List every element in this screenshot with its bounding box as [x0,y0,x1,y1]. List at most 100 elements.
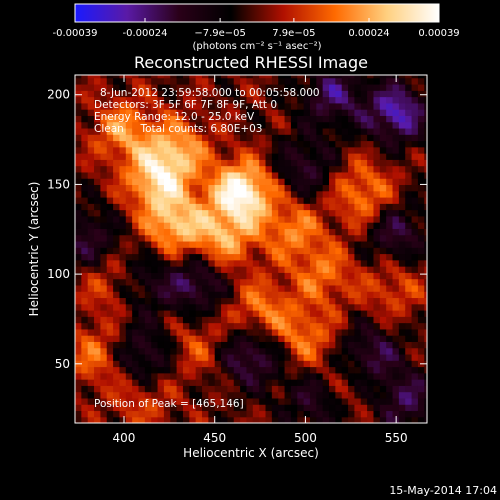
heatmap-cell [202,83,209,91]
heatmap-cell [278,366,286,374]
heatmap-cell [132,259,140,267]
heatmap-cell [424,96,427,104]
heatmap-cell [411,404,419,412]
heatmap-cell [100,266,108,273]
heatmap-cell [309,178,317,186]
heatmap-cell [354,75,362,79]
heatmap-cell [392,347,400,355]
heatmap-cell [94,102,101,110]
heatmap-cell [417,416,425,423]
heatmap-cell [322,360,330,368]
heatmap-cell [252,215,260,223]
heatmap-cell [303,259,311,267]
heatmap-cell [252,253,260,261]
heatmap-cell [411,347,419,355]
heatmap-cell [240,291,248,299]
heatmap-cell [303,416,311,423]
heatmap-cell [309,372,317,380]
heatmap-cell [379,127,387,135]
heatmap-cell [265,247,273,255]
heatmap-cell [132,278,140,286]
heatmap-cell [233,416,241,423]
heatmap-cell [87,322,95,330]
heatmap-cell [405,416,413,423]
heatmap-cell [132,234,140,242]
heatmap-cell [106,303,114,311]
heatmap-cell [367,96,375,104]
heatmap-cell [297,115,305,123]
heatmap-cell [214,115,222,123]
heatmap-cell [170,171,178,179]
heatmap-cell [392,291,400,299]
heatmap-cell [81,404,89,412]
heatmap-cell [75,77,82,85]
heatmap-cell [303,134,311,142]
heatmap-cell [144,190,152,198]
heatmap-cell [170,291,178,299]
heatmap-cell [202,266,209,273]
heatmap-cell [303,90,311,98]
heatmap-cell [106,253,114,261]
heatmap-cell [297,159,305,167]
heatmap-cell [246,316,254,324]
heatmap-cell [106,121,114,129]
heatmap-cell [354,203,362,211]
heatmap-cell [284,366,292,374]
heatmap-cell [386,253,394,261]
heatmap-cell [386,297,394,305]
heatmap-cell [341,77,349,85]
heatmap-cell [81,341,89,349]
heatmap-cell [290,140,298,148]
heatmap-cell [233,366,241,374]
heatmap-cell [221,102,229,110]
heatmap-cell [354,109,362,116]
heatmap-cell [233,303,241,311]
heatmap-cell [354,153,362,160]
heatmap-cell [195,234,203,242]
heatmap-cell [163,102,171,110]
heatmap-cell [208,184,216,192]
heatmap-cell [170,416,178,423]
heatmap-cell [170,360,178,368]
heatmap-cell [411,115,419,123]
heatmap-cell [119,203,127,211]
heatmap-cell [309,203,317,211]
heatmap-cell [252,75,260,79]
heatmap-cell [341,259,349,267]
heatmap-cell [354,353,362,361]
heatmap-cell [309,410,317,418]
heatmap-cell [341,109,349,116]
heatmap-cell [367,303,375,311]
heatmap-cell [170,284,178,292]
y-tick-label: 50 [55,357,70,371]
heatmap-cell [373,234,381,242]
heatmap-cell [151,379,159,386]
heatmap-cell [373,90,381,98]
heatmap-cell [360,146,368,154]
heatmap-cell [379,165,387,173]
heatmap-cell [202,102,209,110]
heatmap-cell [195,153,203,160]
heatmap-cell [100,322,108,330]
heatmap-cell [354,366,362,374]
heatmap-cell [265,75,273,79]
heatmap-cell [227,335,235,342]
heatmap-cell [208,215,216,223]
heatmap-cell [163,190,171,198]
heatmap-cell [81,366,89,374]
heatmap-cell [405,196,413,204]
heatmap-cell [271,335,279,342]
heatmap-cell [386,184,394,192]
heatmap-cell [348,316,356,324]
heatmap-cell [113,196,121,204]
heatmap-cell [367,178,375,186]
heatmap-cell [170,253,178,261]
heatmap-cell [405,316,413,324]
heatmap-cell [227,291,235,299]
heatmap-cell [367,297,375,305]
heatmap-cell [138,190,146,198]
heatmap-cell [221,184,229,192]
heatmap-cell [138,278,146,286]
heatmap-cell [354,222,362,229]
heatmap-cell [240,410,248,418]
